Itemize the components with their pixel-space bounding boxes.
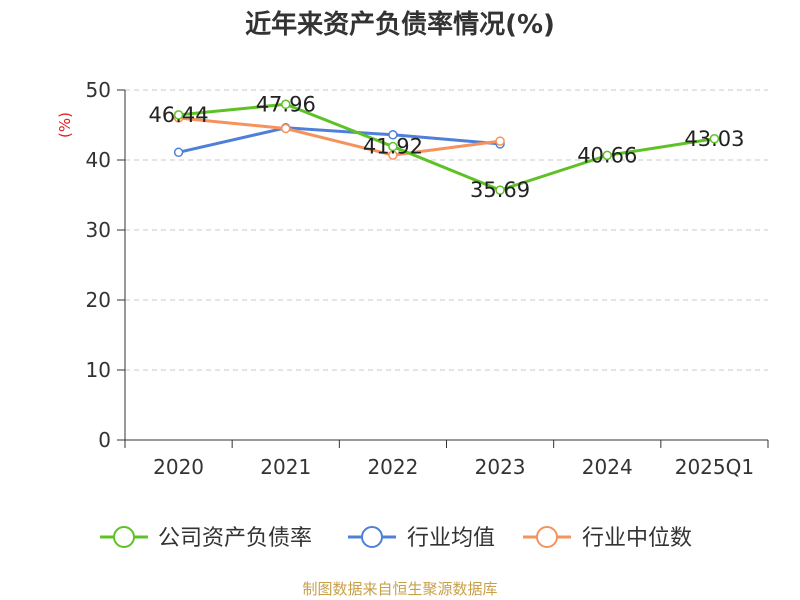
data-source-note: 制图数据来自恒生聚源数据库 bbox=[302, 580, 498, 598]
data-label: 41.92 bbox=[363, 135, 423, 159]
data-label: 47.96 bbox=[256, 92, 316, 116]
data-point bbox=[388, 130, 398, 140]
x-tick-label: 2021 bbox=[260, 455, 311, 479]
data-point bbox=[495, 185, 505, 195]
legend-marker bbox=[361, 526, 383, 548]
legend-marker bbox=[536, 526, 558, 548]
legend-marker bbox=[113, 526, 135, 548]
legend-label: 公司资产负债率 bbox=[158, 526, 312, 551]
axes: 0 10 20 30 40 50 (%) 2020 2021 2022 2023 2024 2025Q1 bbox=[56, 78, 769, 479]
y-tick-label: 0 bbox=[98, 428, 111, 452]
x-tick-label: 2024 bbox=[582, 455, 633, 479]
data-point bbox=[173, 147, 184, 158]
y-axis-label: (%) bbox=[56, 112, 74, 138]
data-label: 43.03 bbox=[684, 127, 744, 151]
y-tick-label: 30 bbox=[86, 218, 111, 242]
chart-title: 近年来资产负债率情况(%) bbox=[245, 10, 555, 40]
x-tick-label: 2025Q1 bbox=[675, 455, 754, 479]
y-tick-label: 50 bbox=[86, 78, 111, 102]
legend-label: 行业均值 bbox=[407, 526, 495, 551]
data-point bbox=[388, 141, 398, 152]
data-point bbox=[281, 99, 291, 110]
data-point bbox=[495, 136, 505, 146]
series-lines bbox=[173, 99, 720, 195]
y-tick-label: 20 bbox=[86, 288, 111, 312]
series-line bbox=[178, 102, 715, 192]
grid-lines bbox=[125, 89, 768, 371]
data-label: 35.69 bbox=[470, 178, 530, 202]
data-point bbox=[173, 110, 184, 120]
legend-label: 行业中位数 bbox=[582, 526, 692, 551]
series-line bbox=[178, 126, 501, 154]
x-tick-label: 2022 bbox=[367, 455, 418, 479]
data-point bbox=[709, 134, 720, 144]
x-tick-label: 2023 bbox=[475, 455, 526, 479]
y-tick-label: 10 bbox=[86, 358, 111, 382]
data-label: 40.66 bbox=[577, 143, 637, 167]
series-line bbox=[178, 116, 501, 157]
data-point bbox=[281, 123, 291, 134]
data-label: 46.44 bbox=[149, 103, 209, 127]
legend: 公司资产负债率 行业均值 行业中位数 bbox=[100, 526, 692, 551]
data-point bbox=[602, 150, 612, 161]
data-labels: 46.44 47.96 41.92 35.69 40.66 43.03 bbox=[149, 92, 745, 202]
x-tick-label: 2020 bbox=[153, 455, 204, 479]
y-tick-label: 40 bbox=[86, 148, 111, 172]
